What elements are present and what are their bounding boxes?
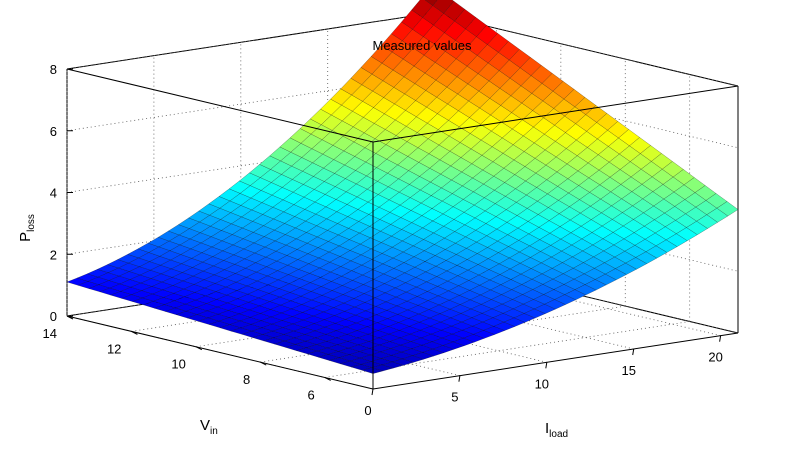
- x-tick-mark: [545, 362, 548, 369]
- box-edge: [372, 85, 739, 143]
- grid-line: [66, 136, 433, 193]
- tick-labels: 0 5 10 15 20 6 8 10 12 14 0 2 4 6 8: [43, 62, 723, 418]
- x-tick-label: 0: [364, 403, 371, 418]
- z-tick-label: 0: [50, 309, 57, 324]
- x-axis-label: Iload: [545, 420, 568, 440]
- x-axis-label-main: I: [545, 420, 549, 437]
- grid-line: [414, 262, 721, 337]
- z-tick-label: 6: [50, 124, 57, 139]
- y-tick-mark: [260, 361, 267, 366]
- box-edge: [66, 315, 374, 390]
- grid-line: [240, 288, 547, 363]
- z-axis-label-sub: loss: [26, 214, 37, 232]
- y-tick-mark: [324, 377, 331, 381]
- y-tick-mark: [131, 330, 138, 335]
- x-tick-label: 5: [451, 390, 458, 405]
- grid-line: [66, 74, 433, 132]
- tick-marks: [66, 68, 722, 396]
- y-tick-label: 12: [107, 341, 121, 356]
- x-tick-mark: [719, 335, 722, 342]
- y-tick-label: 6: [307, 387, 314, 402]
- x-tick-mark: [632, 348, 635, 356]
- y-axis-label-main: V: [200, 417, 210, 434]
- y-tick-label: 8: [243, 372, 250, 387]
- x-tick-label: 10: [535, 376, 549, 391]
- y-tick-label: 14: [43, 326, 57, 341]
- box-edge: [372, 332, 739, 390]
- z-tick-label: 2: [50, 247, 57, 262]
- z-tick-label: 8: [50, 62, 57, 77]
- z-axis-label-main: P: [17, 232, 34, 242]
- surface-patch: [716, 201, 739, 217]
- y-axis-label-sub: in: [210, 426, 218, 437]
- surface-patch: [424, 0, 438, 6]
- x-tick-label: 15: [621, 363, 635, 378]
- axes-box-front: [66, 68, 739, 390]
- y-tick-label: 10: [171, 357, 185, 372]
- grid-line: [66, 12, 433, 70]
- chart-title: Measured values: [373, 38, 472, 53]
- z-tick-label: 4: [50, 186, 57, 201]
- grid-line: [324, 321, 690, 378]
- grid-line: [327, 275, 634, 350]
- x-tick-label: 20: [708, 350, 722, 365]
- y-tick-mark: [195, 346, 203, 351]
- x-axis-label-sub: load: [549, 429, 568, 440]
- box-edge: [66, 68, 374, 143]
- x-tick-mark: [458, 375, 461, 382]
- z-axis-label: Ploss: [17, 214, 37, 242]
- x-tick-mark: [371, 388, 374, 396]
- y-axis-label: Vin: [200, 417, 218, 437]
- surface-mesh: [66, 0, 739, 374]
